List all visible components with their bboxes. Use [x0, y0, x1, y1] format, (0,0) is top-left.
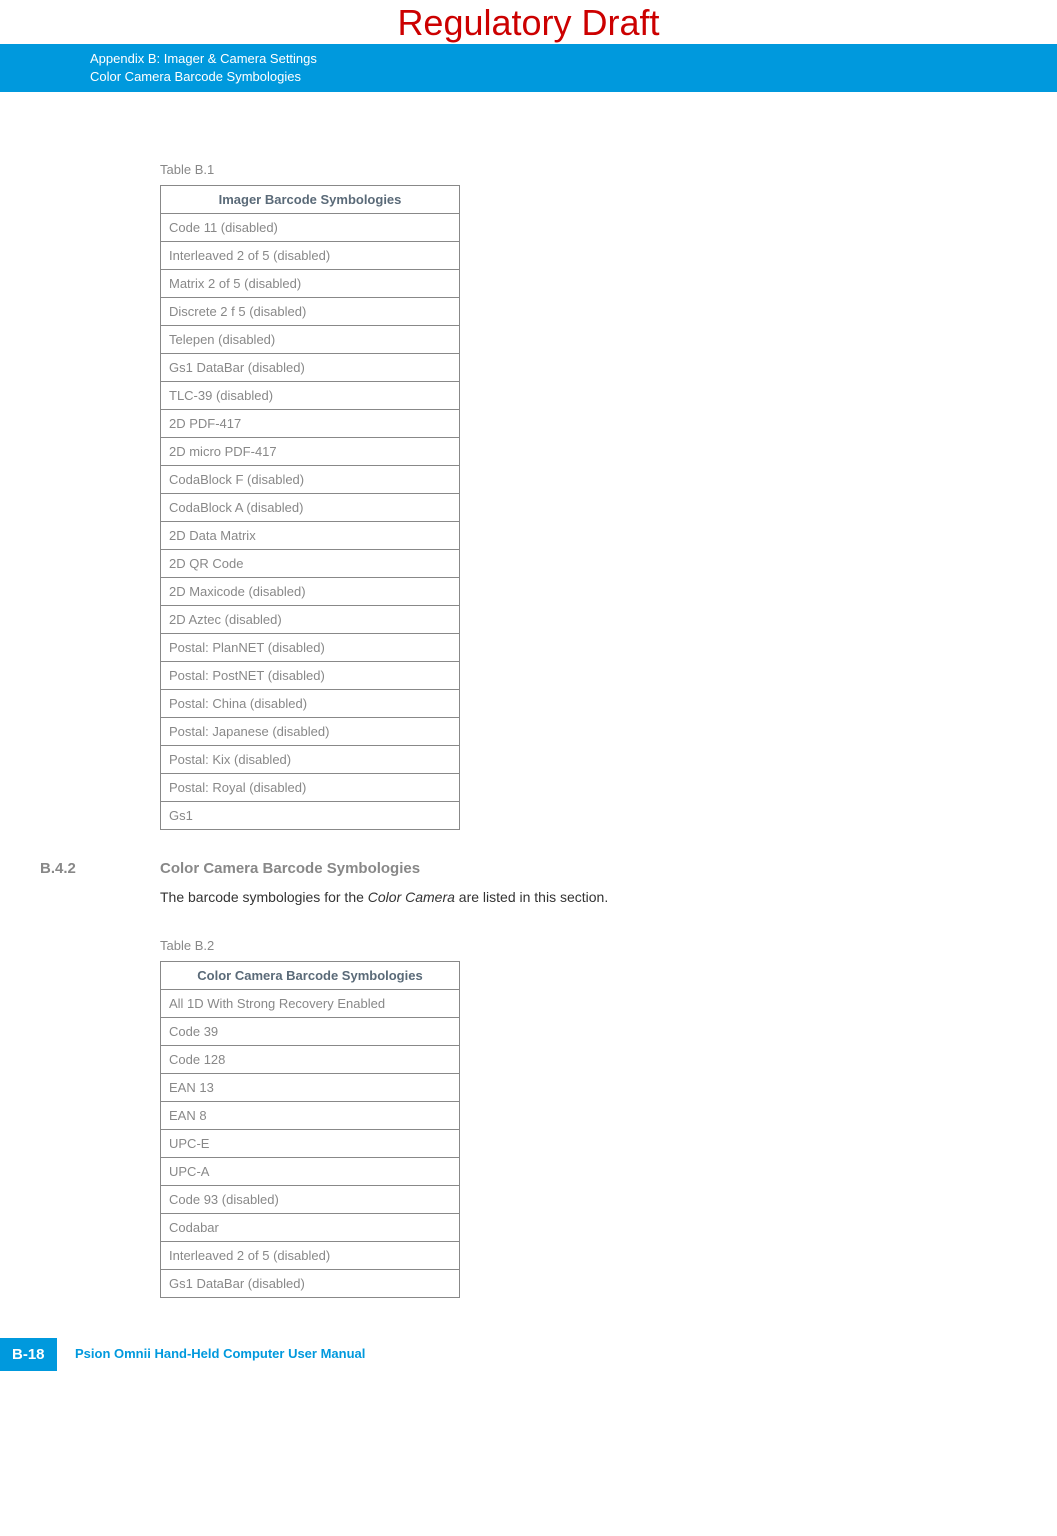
table-row: Code 11 (disabled)	[161, 214, 460, 242]
table2-caption: Table B.2	[160, 938, 997, 953]
table2-header: Color Camera Barcode Symbologies	[161, 962, 460, 990]
page-content: Table B.1 Imager Barcode Symbologies Cod…	[0, 92, 1057, 1298]
table1-body: Code 11 (disabled)Interleaved 2 of 5 (di…	[161, 214, 460, 830]
table-row: Code 39	[161, 1018, 460, 1046]
section-title: Color Camera Barcode Symbologies	[160, 860, 420, 877]
table-row: Postal: Kix (disabled)	[161, 746, 460, 774]
table-imager-symbologies: Imager Barcode Symbologies Code 11 (disa…	[160, 185, 460, 830]
header-bar: Appendix B: Imager & Camera Settings Col…	[0, 44, 1057, 92]
table-row: UPC-A	[161, 1158, 460, 1186]
table-row: Matrix 2 of 5 (disabled)	[161, 270, 460, 298]
table-row: Code 93 (disabled)	[161, 1186, 460, 1214]
table-row: Postal: Japanese (disabled)	[161, 718, 460, 746]
table-row: Postal: PostNET (disabled)	[161, 662, 460, 690]
table-row: EAN 13	[161, 1074, 460, 1102]
table-row: Discrete 2 f 5 (disabled)	[161, 298, 460, 326]
table-row: 2D QR Code	[161, 550, 460, 578]
table-row: Postal: China (disabled)	[161, 690, 460, 718]
table-row: Postal: Royal (disabled)	[161, 774, 460, 802]
section-body-suffix: are listed in this section.	[455, 889, 608, 905]
draft-banner: Regulatory Draft	[0, 0, 1057, 44]
table-row: EAN 8	[161, 1102, 460, 1130]
table-row: UPC-E	[161, 1130, 460, 1158]
table-row: 2D Maxicode (disabled)	[161, 578, 460, 606]
section-number: B.4.2	[40, 860, 160, 877]
table-row: 2D Aztec (disabled)	[161, 606, 460, 634]
section-body: The barcode symbologies for the Color Ca…	[160, 887, 997, 908]
page-number: B-18	[0, 1338, 57, 1371]
table-row: CodaBlock F (disabled)	[161, 466, 460, 494]
table-row: CodaBlock A (disabled)	[161, 494, 460, 522]
table-row: 2D Data Matrix	[161, 522, 460, 550]
header-line-2: Color Camera Barcode Symbologies	[90, 68, 1057, 86]
table-row: Telepen (disabled)	[161, 326, 460, 354]
table-row: TLC-39 (disabled)	[161, 382, 460, 410]
table-row: Postal: PlanNET (disabled)	[161, 634, 460, 662]
table2-body: All 1D With Strong Recovery EnabledCode …	[161, 990, 460, 1298]
table-row: Gs1 DataBar (disabled)	[161, 1270, 460, 1298]
table-row: 2D PDF-417	[161, 410, 460, 438]
section-heading-row: B.4.2 Color Camera Barcode Symbologies	[40, 860, 997, 877]
table-row: Codabar	[161, 1214, 460, 1242]
table-row: 2D micro PDF-417	[161, 438, 460, 466]
table-color-camera-symbologies: Color Camera Barcode Symbologies All 1D …	[160, 961, 460, 1298]
table-row: Interleaved 2 of 5 (disabled)	[161, 242, 460, 270]
footer-text: Psion Omnii Hand-Held Computer User Manu…	[75, 1346, 365, 1361]
table-row: Gs1	[161, 802, 460, 830]
table-row: All 1D With Strong Recovery Enabled	[161, 990, 460, 1018]
table1-header: Imager Barcode Symbologies	[161, 186, 460, 214]
table-row: Code 128	[161, 1046, 460, 1074]
table-row: Gs1 DataBar (disabled)	[161, 354, 460, 382]
section-body-em: Color Camera	[368, 889, 455, 905]
page-footer: B-18 Psion Omnii Hand-Held Computer User…	[0, 1338, 1057, 1378]
table1-caption: Table B.1	[160, 162, 997, 177]
header-line-1: Appendix B: Imager & Camera Settings	[90, 50, 1057, 68]
table-row: Interleaved 2 of 5 (disabled)	[161, 1242, 460, 1270]
section-body-prefix: The barcode symbologies for the	[160, 889, 368, 905]
